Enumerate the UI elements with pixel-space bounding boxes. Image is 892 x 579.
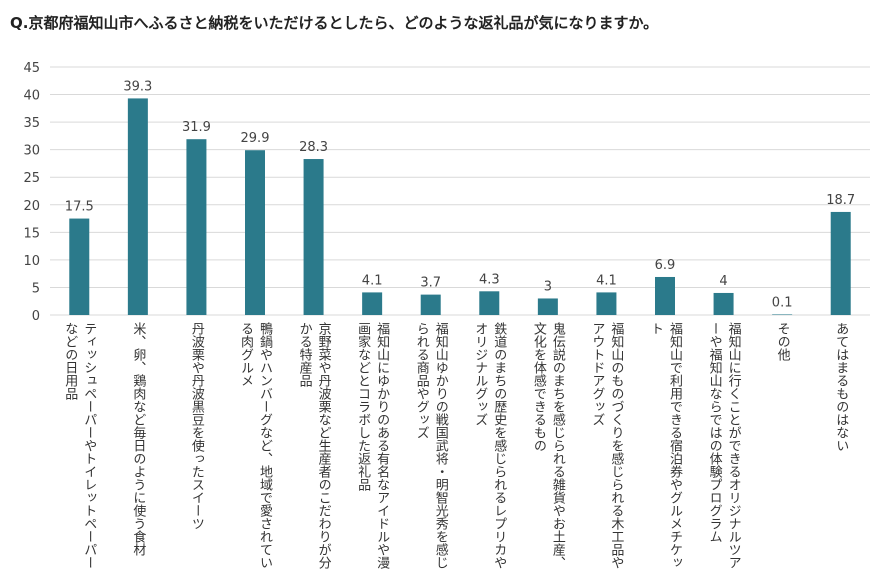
value-label: 3: [544, 279, 552, 294]
bar: [479, 291, 500, 315]
y-tick-label: 20: [23, 199, 40, 214]
y-tick-label: 0: [32, 309, 40, 324]
bar: [713, 292, 734, 315]
value-label: 0.1: [772, 295, 793, 310]
value-label: 28.3: [299, 140, 328, 155]
x-tick-label: 鴨鍋やハンバーグなど、地域で愛されている肉グルメ: [238, 322, 272, 569]
y-tick-label: 45: [23, 61, 40, 76]
x-tick-label: 福知山のものづくりを感じられる木工品やアウトドアグッズ: [589, 322, 624, 569]
y-tick-label: 15: [23, 226, 40, 241]
bar: [186, 139, 207, 315]
value-label: 4.1: [596, 273, 617, 288]
value-label: 31.9: [182, 120, 211, 135]
x-tick-label: 京野菜や丹波栗など生産者のこだわりが分かる特産品: [296, 322, 331, 569]
value-label: 4: [719, 274, 727, 289]
x-tick-label: ティッシュペーパーやトイレットペーパーなどの日用品: [62, 322, 97, 569]
chart-title: Q.京都府福知山市へふるさと納税をいただけるとしたら、どのような返礼品が気になり…: [10, 14, 659, 32]
bar: [655, 276, 675, 315]
x-tick-label: あてはまるものはない: [833, 322, 849, 452]
bar: [362, 292, 383, 315]
value-label: 29.9: [241, 131, 270, 146]
x-tick-label: 鉄道のまちの歴史を感じられるレプリカやオリジナルグッズ: [472, 322, 507, 569]
x-tick-label: 丹波栗や丹波黒豆を使ったスイーツ: [188, 322, 204, 530]
value-label: 39.3: [123, 79, 152, 94]
x-tick-label: 米、卵、鶏肉など毎日のように使う食材: [130, 322, 146, 556]
y-tick-label: 35: [23, 116, 40, 131]
bar: [537, 298, 558, 315]
x-tick-label: 福知山にゆかりのある有名なアイドルや漫画家などとコラボした返礼品: [355, 322, 390, 569]
y-tick-label: 25: [23, 171, 40, 186]
y-tick-label: 40: [23, 89, 40, 104]
bar: [830, 211, 851, 315]
x-tick-label: 鬼伝説のまちを感じられる雑貨やお土産、文化を体感できるもの: [530, 322, 565, 569]
x-tick-label: 福知山ゆかりの戦国武将・明智光秀を感じられる商品やグッズ: [413, 322, 448, 569]
y-tick-label: 10: [23, 254, 40, 269]
bar: [127, 98, 148, 315]
x-tick-label: 福知山に行くことができるオリジナルツアーや福知山ならではの体験プログラム: [706, 322, 741, 569]
value-label: 3.7: [420, 276, 441, 291]
value-label: 4.1: [362, 273, 383, 288]
y-tick-label: 5: [32, 281, 40, 296]
x-tick-label: その他: [774, 322, 790, 361]
bar: [596, 292, 617, 315]
value-label: 6.9: [655, 258, 676, 273]
bar: [420, 294, 441, 315]
bar: [772, 314, 793, 315]
value-label: 17.5: [65, 200, 94, 215]
value-label: 18.7: [826, 193, 855, 208]
bar: [303, 159, 324, 315]
x-tick-label: 福知山で利用できる宿泊券やグルメチケット: [648, 322, 682, 569]
y-tick-label: 30: [23, 144, 40, 159]
value-label: 4.3: [479, 272, 500, 287]
bar: [69, 218, 90, 315]
bar: [245, 150, 265, 315]
